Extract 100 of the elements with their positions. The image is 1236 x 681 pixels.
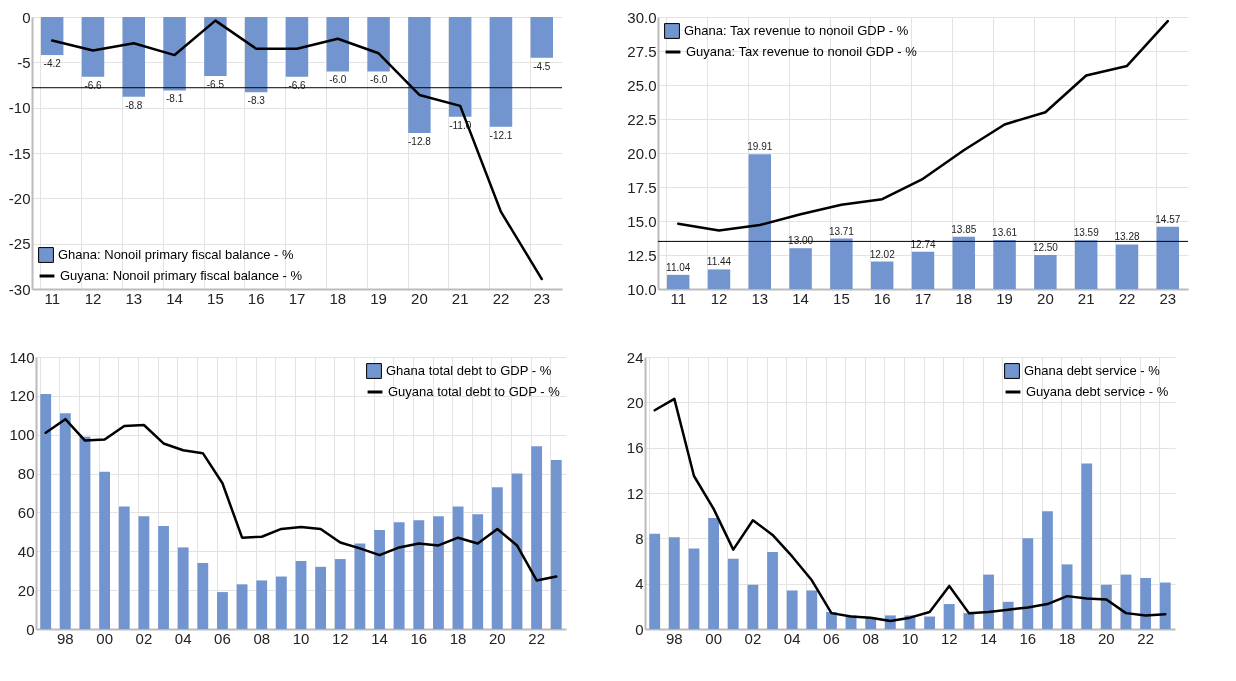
bar xyxy=(138,516,150,629)
y-tick-label: 10.0 xyxy=(627,280,657,298)
y-tick-label: -15 xyxy=(8,144,31,162)
data-label: -8.8 xyxy=(125,99,143,111)
bar xyxy=(256,580,268,629)
x-tick-label: 19 xyxy=(370,289,387,307)
y-tick-label: 20.0 xyxy=(627,144,657,162)
x-tick-label: 08 xyxy=(253,629,271,647)
y-tick-label: -20 xyxy=(8,189,31,207)
bar xyxy=(99,471,111,629)
x-tick-label: 14 xyxy=(980,629,997,647)
x-tick-label: 20 xyxy=(1098,629,1115,647)
bar xyxy=(433,516,444,629)
x-tick-label: 04 xyxy=(174,629,192,647)
legend-label: Guyana: Nonoil primary fiscal balance - % xyxy=(60,268,303,283)
data-label: 12.02 xyxy=(869,248,896,260)
bar xyxy=(649,533,661,629)
bar xyxy=(1100,584,1112,629)
x-tick-label: 16 xyxy=(1019,629,1037,647)
data-label: -8.1 xyxy=(165,93,184,105)
x-tick-label: 08 xyxy=(862,629,880,647)
y-tick-label: 20 xyxy=(626,393,644,411)
y-tick-label: 120 xyxy=(9,387,35,405)
y-tick-label: -5 xyxy=(17,53,31,71)
bar xyxy=(217,592,228,629)
x-tick-label: 22 xyxy=(1118,289,1136,307)
bar xyxy=(1140,578,1152,629)
x-tick-label: 21 xyxy=(1077,289,1095,307)
bar xyxy=(374,529,385,629)
bar xyxy=(688,548,700,629)
bar xyxy=(79,436,91,629)
x-tick-label: 23 xyxy=(1159,289,1177,307)
y-tick-label: 16 xyxy=(626,439,644,457)
x-tick-label: 18 xyxy=(329,289,347,307)
y-tick-label: 0 xyxy=(22,8,31,26)
data-label: -12.1 xyxy=(489,129,513,141)
y-tick-label: 30.0 xyxy=(627,8,657,26)
data-label: 13.71 xyxy=(828,225,855,237)
x-tick-label: 98 xyxy=(57,629,74,647)
y-tick-label: 8 xyxy=(635,529,644,547)
y-tick-label: 25.0 xyxy=(627,76,657,94)
x-tick-label: 00 xyxy=(705,629,722,647)
line-series xyxy=(44,417,558,582)
x-tick-label: 22 xyxy=(1137,629,1154,647)
y-tick-label: 12.5 xyxy=(627,246,657,264)
bar xyxy=(334,559,346,629)
y-tick-label: 4 xyxy=(635,575,644,593)
bar xyxy=(1002,601,1014,629)
y-tick-label: 100 xyxy=(9,426,35,444)
y-tick-label: -10 xyxy=(8,99,31,117)
x-tick-label: 21 xyxy=(451,289,469,307)
data-label: 12.50 xyxy=(1032,242,1059,253)
x-tick-label: 13 xyxy=(125,289,143,307)
x-tick-label: 22 xyxy=(528,629,545,647)
x-tick-label: 14 xyxy=(166,289,183,307)
x-tick-label: 06 xyxy=(823,629,840,647)
x-tick-label: 22 xyxy=(492,289,510,307)
bar xyxy=(275,576,287,629)
bar xyxy=(236,584,248,629)
x-tick-label: 16 xyxy=(410,629,428,647)
data-label: -6.0 xyxy=(369,74,388,86)
y-tick-label: 27.5 xyxy=(627,42,657,60)
bar xyxy=(413,520,425,629)
x-tick-label: 11 xyxy=(44,289,60,307)
x-tick-label: 06 xyxy=(214,629,231,647)
bar xyxy=(826,612,837,629)
bar xyxy=(668,537,680,629)
bar xyxy=(59,413,71,629)
legend-label: Guyana total debt to GDP - % xyxy=(388,384,561,399)
bar xyxy=(197,562,209,629)
x-tick-label: 18 xyxy=(955,289,973,307)
y-tick-label: -25 xyxy=(8,235,31,253)
bar xyxy=(727,558,739,629)
x-tick-label: 18 xyxy=(1058,629,1076,647)
bar xyxy=(943,604,955,629)
data-label: 19.91 xyxy=(747,141,773,153)
bar xyxy=(786,590,798,629)
x-tick-label: 19 xyxy=(996,289,1013,307)
bar xyxy=(1081,463,1093,629)
x-tick-label: 02 xyxy=(744,629,762,647)
bar xyxy=(315,566,327,629)
x-tick-label: 20 xyxy=(411,289,428,307)
y-tick-label: -30 xyxy=(8,280,31,298)
y-tick-label: 12 xyxy=(626,484,644,502)
data-label: 13.28 xyxy=(1114,231,1140,243)
y-tick-label: 40 xyxy=(17,542,35,560)
bar xyxy=(1159,582,1171,629)
legend-label: Ghana debt service - % xyxy=(1024,363,1161,378)
x-tick-label: 16 xyxy=(873,289,891,307)
bar xyxy=(40,393,52,629)
line-series xyxy=(653,397,1167,623)
y-tick-label: 80 xyxy=(17,465,35,483)
legend-label: Guyana: Tax revenue to nonoil GDP - % xyxy=(686,44,918,59)
bar xyxy=(550,459,562,629)
bar xyxy=(747,584,759,629)
y-tick-label: 24 xyxy=(626,348,644,366)
data-label: -6.0 xyxy=(329,74,347,86)
bar xyxy=(393,522,405,629)
data-label: 11.44 xyxy=(706,256,732,268)
bar xyxy=(491,487,503,629)
